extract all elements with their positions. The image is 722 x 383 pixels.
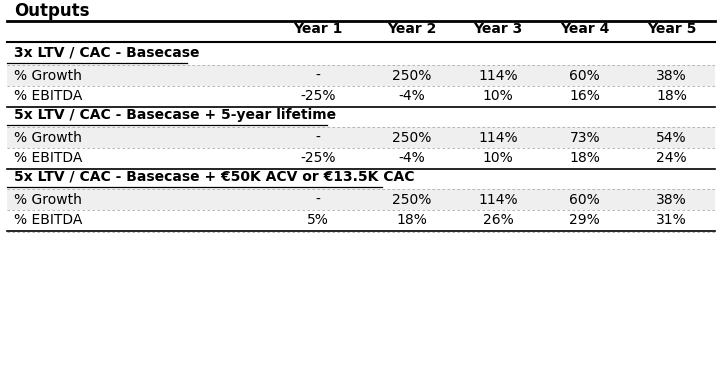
Text: % Growth: % Growth <box>14 193 82 207</box>
Text: -: - <box>316 193 320 207</box>
Text: -25%: -25% <box>300 151 336 165</box>
Text: 31%: 31% <box>656 213 687 228</box>
Bar <box>7 86 715 106</box>
Text: Outputs: Outputs <box>14 2 90 20</box>
Text: Year 5: Year 5 <box>647 22 696 36</box>
Text: -25%: -25% <box>300 89 336 103</box>
Text: 38%: 38% <box>656 193 687 207</box>
Text: -4%: -4% <box>398 151 425 165</box>
Text: Year 4: Year 4 <box>560 22 609 36</box>
Text: 24%: 24% <box>656 151 687 165</box>
Text: 54%: 54% <box>656 131 687 145</box>
Text: 250%: 250% <box>392 131 431 145</box>
Text: 10%: 10% <box>483 89 513 103</box>
Bar <box>7 127 715 148</box>
Bar <box>7 148 715 169</box>
Text: -: - <box>316 69 320 83</box>
Text: Year 3: Year 3 <box>474 22 523 36</box>
Bar <box>7 210 715 231</box>
Text: 114%: 114% <box>479 69 518 83</box>
Text: 26%: 26% <box>483 213 513 228</box>
Text: 60%: 60% <box>570 69 600 83</box>
Text: 3x LTV / CAC - Basecase: 3x LTV / CAC - Basecase <box>14 46 200 59</box>
Text: 114%: 114% <box>479 131 518 145</box>
Text: % EBITDA: % EBITDA <box>14 151 83 165</box>
Text: 16%: 16% <box>570 89 600 103</box>
Text: 114%: 114% <box>479 193 518 207</box>
Text: 18%: 18% <box>396 213 427 228</box>
Text: % Growth: % Growth <box>14 131 82 145</box>
Text: % EBITDA: % EBITDA <box>14 89 83 103</box>
Text: Year 1: Year 1 <box>293 22 342 36</box>
Text: -4%: -4% <box>398 89 425 103</box>
Text: Year 2: Year 2 <box>387 22 436 36</box>
Text: 250%: 250% <box>392 69 431 83</box>
Text: 73%: 73% <box>570 131 600 145</box>
Text: 60%: 60% <box>570 193 600 207</box>
Text: % Growth: % Growth <box>14 69 82 83</box>
Text: 10%: 10% <box>483 151 513 165</box>
Text: 5x LTV / CAC - Basecase + 5-year lifetime: 5x LTV / CAC - Basecase + 5-year lifetim… <box>14 108 336 122</box>
Text: 29%: 29% <box>570 213 600 228</box>
Text: 18%: 18% <box>570 151 600 165</box>
Text: 250%: 250% <box>392 193 431 207</box>
Bar <box>7 190 715 210</box>
Text: 18%: 18% <box>656 89 687 103</box>
Text: % EBITDA: % EBITDA <box>14 213 83 228</box>
Text: 5x LTV / CAC - Basecase + €50K ACV or €13.5K CAC: 5x LTV / CAC - Basecase + €50K ACV or €1… <box>14 170 415 184</box>
Bar <box>7 65 715 86</box>
Text: -: - <box>316 131 320 145</box>
Text: 38%: 38% <box>656 69 687 83</box>
Text: 5%: 5% <box>307 213 329 228</box>
